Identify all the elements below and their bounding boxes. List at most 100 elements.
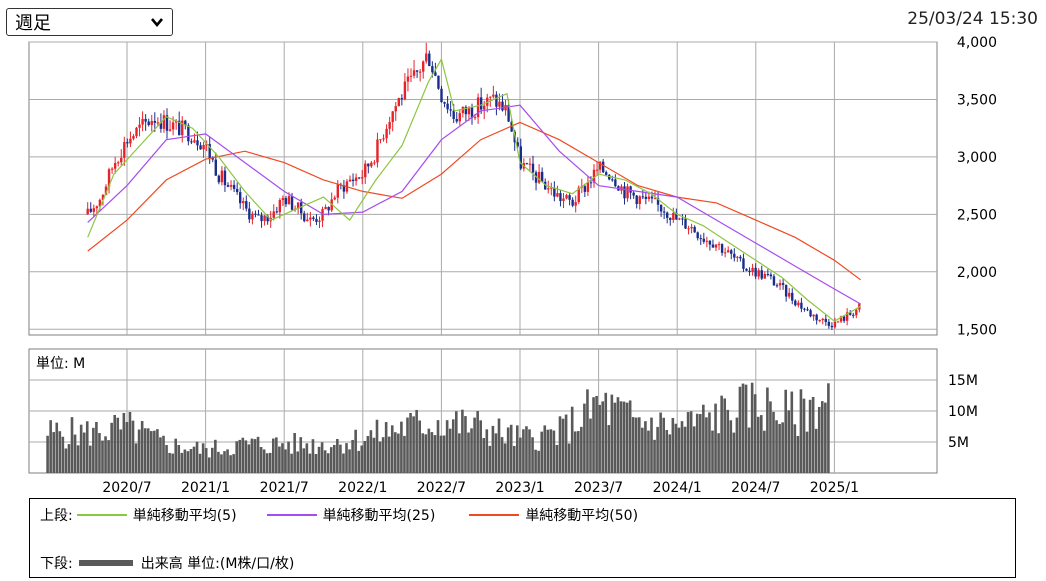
candle-body bbox=[89, 208, 92, 212]
candle-body bbox=[101, 194, 105, 200]
volume-bar bbox=[540, 431, 543, 473]
x-tick-label: 2023/1 bbox=[495, 480, 544, 496]
volume-bar bbox=[525, 426, 528, 473]
candle-body bbox=[431, 66, 434, 73]
volume-bar bbox=[314, 453, 318, 473]
volume-bar bbox=[708, 412, 711, 473]
volume-bar bbox=[433, 435, 437, 473]
volume-bar bbox=[464, 416, 467, 473]
candle-body bbox=[202, 144, 205, 150]
candle-body bbox=[144, 118, 147, 122]
candle-body bbox=[550, 187, 553, 189]
volume-bar bbox=[772, 411, 775, 473]
volume-bar bbox=[189, 449, 193, 473]
volume-bar bbox=[134, 443, 138, 473]
volume-bar bbox=[317, 446, 321, 473]
candle-body bbox=[235, 188, 239, 193]
candle-body bbox=[662, 211, 666, 213]
candle-body bbox=[342, 185, 346, 192]
volume-bar bbox=[46, 435, 49, 473]
x-tick-label: 2021/7 bbox=[260, 480, 309, 496]
volume-bar bbox=[256, 436, 260, 473]
candle-body bbox=[333, 197, 336, 200]
volume-bar bbox=[168, 452, 171, 473]
candle-body bbox=[641, 196, 644, 198]
candle-body bbox=[608, 174, 611, 180]
candle-body bbox=[376, 139, 379, 163]
volume-bar bbox=[583, 403, 586, 473]
volume-bar bbox=[180, 452, 184, 473]
candle-body bbox=[242, 201, 245, 204]
volume-bar bbox=[58, 431, 62, 473]
candle-body bbox=[470, 107, 474, 118]
candle-body bbox=[772, 276, 776, 286]
volume-bar bbox=[766, 387, 769, 473]
volume-bar bbox=[92, 427, 95, 473]
price-y-tick-label: 2,500 bbox=[957, 207, 997, 223]
volume-y-tick-label: 5M bbox=[948, 435, 969, 451]
volume-bar bbox=[150, 431, 153, 473]
volume-bar bbox=[741, 383, 745, 473]
volume-bar bbox=[573, 431, 577, 473]
volume-bar bbox=[107, 440, 110, 473]
volume-bar bbox=[555, 444, 559, 473]
candle-body bbox=[647, 196, 651, 199]
candle-body bbox=[605, 172, 608, 175]
volume-bar bbox=[607, 425, 611, 473]
period-select[interactable]: 週足 bbox=[6, 8, 173, 36]
volume-bar bbox=[564, 414, 568, 473]
volume-bar bbox=[723, 398, 726, 473]
candle-body bbox=[492, 94, 495, 97]
candle-body bbox=[147, 121, 150, 125]
candle-body bbox=[300, 202, 303, 214]
volume-bar bbox=[674, 423, 678, 473]
candle-body bbox=[190, 141, 193, 143]
candle-body bbox=[531, 163, 535, 173]
volume-bar bbox=[238, 439, 242, 473]
candle-body bbox=[495, 94, 498, 107]
candle-body bbox=[437, 75, 440, 89]
legend-volume-label: 出来高 単位:(M株/口/枚) bbox=[140, 556, 295, 572]
candle-body bbox=[501, 101, 504, 111]
candle-body bbox=[809, 310, 812, 317]
volume-bar bbox=[290, 453, 293, 473]
candle-body bbox=[775, 285, 779, 287]
candle-body bbox=[440, 88, 443, 103]
candle-body bbox=[791, 292, 794, 301]
candle-body bbox=[690, 226, 693, 229]
candle-body bbox=[153, 120, 156, 123]
candle-body bbox=[626, 186, 629, 199]
candle-body bbox=[159, 122, 163, 129]
volume-bar bbox=[760, 415, 763, 473]
legend-sma5-swatch bbox=[76, 514, 127, 516]
volume-bar bbox=[229, 455, 232, 473]
candle-body bbox=[217, 175, 221, 183]
candle-body bbox=[748, 270, 751, 273]
volume-bar bbox=[546, 429, 550, 473]
candle-body bbox=[845, 312, 849, 321]
candle-body bbox=[653, 198, 657, 200]
volume-bar bbox=[183, 449, 187, 473]
volume-bar bbox=[116, 417, 120, 473]
candle-body bbox=[150, 120, 153, 125]
volume-bar bbox=[528, 429, 531, 473]
volume-bar bbox=[436, 420, 440, 473]
candle-body bbox=[723, 252, 727, 254]
volume-bar bbox=[479, 420, 482, 473]
candle-body bbox=[800, 302, 803, 309]
volume-bar bbox=[204, 448, 208, 473]
candle-body bbox=[348, 179, 352, 182]
volume-bar bbox=[378, 441, 382, 473]
candle-body bbox=[403, 81, 407, 100]
volume-bar bbox=[604, 392, 608, 473]
candle-body bbox=[730, 250, 733, 254]
volume-bar bbox=[52, 432, 55, 473]
x-tick-label: 2024/1 bbox=[653, 480, 702, 496]
x-tick-label: 2023/7 bbox=[574, 480, 623, 496]
candle-body bbox=[571, 199, 574, 206]
candle-body bbox=[681, 218, 684, 220]
volume-bar bbox=[543, 425, 547, 473]
candle-body bbox=[656, 198, 660, 205]
candle-body bbox=[736, 256, 739, 258]
candle-body bbox=[644, 196, 648, 199]
